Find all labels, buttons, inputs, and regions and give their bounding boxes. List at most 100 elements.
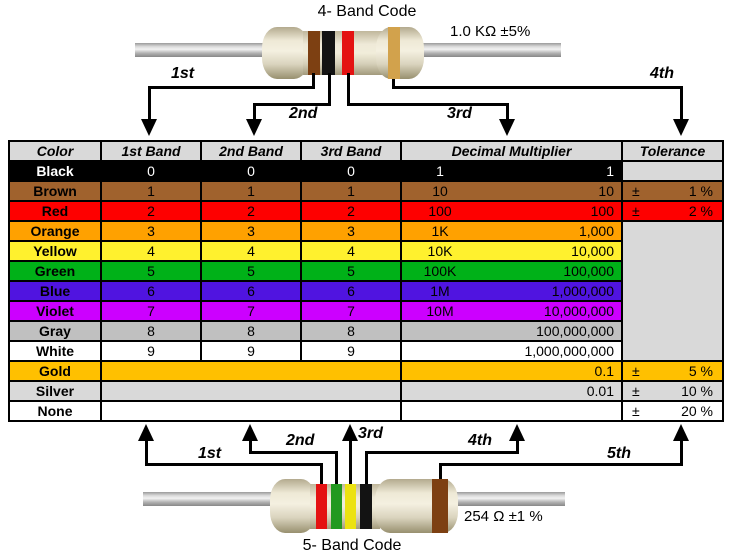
arrow-line — [680, 86, 683, 122]
table-row-none: None ±20 % — [8, 400, 724, 422]
color-name: Gray — [8, 320, 102, 342]
resistor-body-left-cap — [270, 479, 316, 533]
color-name: Blue — [8, 280, 102, 302]
tolerance-value: 20 % — [681, 403, 713, 419]
fourth-band-pointer-label: 4th — [468, 432, 492, 449]
multiplier-value: 10 — [598, 183, 614, 199]
arrow-line — [335, 451, 338, 488]
resistor-lead-right — [421, 43, 561, 57]
multiplier-cell: 100K 100,000 — [400, 260, 623, 282]
first-band-pointer-label: 1st — [171, 65, 195, 82]
multiplier-shorthand: 10K — [427, 243, 453, 259]
band2-digit: 8 — [200, 320, 302, 342]
multiplier-cell: 10M 10,000,000 — [400, 300, 623, 322]
arrow-line — [249, 451, 338, 454]
arrow-line — [392, 86, 683, 89]
multiplier-value: 100,000 — [563, 263, 614, 279]
multiplier-shorthand: 1 — [436, 163, 444, 179]
band2-digit: 2 — [200, 200, 302, 222]
band1-digit: 3 — [100, 220, 202, 242]
four-band-code-title: 4- Band Code — [317, 3, 417, 20]
table-row-gray: Gray 8 8 8 100,000,000 — [8, 320, 723, 342]
band3-digit: 4 — [300, 240, 402, 262]
arrowhead-up-icon — [342, 424, 358, 441]
band2-digit: 1 — [200, 180, 302, 202]
plus-minus-sign: ± — [632, 403, 640, 419]
fifth-band-brown — [432, 479, 448, 533]
arrow-line — [148, 86, 315, 89]
color-name: Green — [8, 260, 102, 282]
band1-digit: 2 — [100, 200, 202, 222]
header-1st-band: 1st Band — [100, 140, 202, 162]
arrow-line — [516, 438, 519, 454]
arrow-line — [347, 73, 350, 106]
band1-digit: 5 — [100, 260, 202, 282]
arrow-line — [148, 86, 151, 122]
arrow-line — [365, 451, 519, 454]
band2-digit: 4 — [200, 240, 302, 262]
band1-digit: 1 — [100, 180, 202, 202]
arrowhead-up-icon — [509, 424, 525, 441]
arrow-line — [506, 103, 509, 122]
arrow-line — [312, 73, 315, 89]
resistor-body-right-cap — [376, 27, 424, 79]
arrow-line — [680, 438, 683, 466]
band2-digit: 3 — [200, 220, 302, 242]
second-band-pointer-label: 2nd — [289, 105, 318, 122]
color-code-table: Color 1st Band 2nd Band 3rd Band Decimal… — [8, 140, 724, 422]
tolerance-value: 2 % — [688, 203, 713, 219]
band3-digit: 5 — [300, 260, 402, 282]
table-row-white: White 9 9 9 1,000,000,000 — [8, 340, 723, 362]
color-name: Yellow — [8, 240, 102, 262]
multiplier-shorthand: 1M — [430, 283, 450, 299]
band3-digit: 9 — [300, 340, 402, 362]
band2-digit: 6 — [200, 280, 302, 302]
multiplier-shorthand: 1K — [431, 223, 449, 239]
band3-digit: 8 — [300, 320, 402, 342]
table-row-green: Green 5 5 5 100K 100,000 — [8, 260, 723, 282]
multiplier-value: 1,000,000 — [551, 283, 614, 299]
band3-digit: 7 — [300, 300, 402, 322]
multiplier-cell: 0.1 — [400, 360, 623, 382]
tolerance-cell: ±20 % — [621, 400, 724, 422]
tolerance-value: 10 % — [681, 383, 713, 399]
table-row-blue: Blue 6 6 6 1M 1,000,000 — [8, 280, 723, 302]
header-2nd-band: 2nd Band — [200, 140, 302, 162]
plus-minus-sign: ± — [632, 383, 640, 399]
tolerance-empty-cell — [621, 220, 724, 362]
merged-band-cell — [100, 360, 402, 382]
arrow-line — [349, 438, 352, 488]
tolerance-value: 5 % — [688, 363, 713, 379]
multiplier-shorthand: 10M — [426, 303, 454, 319]
tolerance-cell: ±2 % — [621, 200, 724, 222]
band1-digit: 8 — [100, 320, 202, 342]
first-band-red — [316, 484, 327, 529]
arrow-line — [145, 438, 148, 466]
third-band-pointer-label: 3rd — [447, 105, 472, 122]
third-band-yellow — [345, 484, 356, 529]
plus-minus-sign: ± — [632, 203, 640, 219]
tolerance-cell: ±10 % — [621, 380, 724, 402]
arrow-line — [439, 463, 683, 466]
multiplier-value: 0.1 — [594, 363, 614, 379]
multiplier-cell: 1,000,000,000 — [400, 340, 623, 362]
table-row-yellow: Yellow 4 4 4 10K 10,000 — [8, 240, 723, 262]
tolerance-cell: ±1 % — [621, 180, 724, 202]
color-name: None — [8, 400, 102, 422]
band2-digit: 7 — [200, 300, 302, 322]
table-header-row: Color 1st Band 2nd Band 3rd Band Decimal… — [8, 140, 724, 162]
tolerance-cell — [621, 160, 724, 182]
band1-digit: 9 — [100, 340, 202, 362]
multiplier-cell: 100 100 — [400, 200, 623, 222]
arrow-line — [392, 79, 395, 89]
arrowhead-down-icon — [246, 119, 262, 136]
fourth-band-gold — [388, 27, 400, 79]
arrow-line — [328, 73, 331, 106]
multiplier-shorthand: 100K — [423, 263, 457, 279]
band3-digit: 2 — [300, 200, 402, 222]
plus-minus-sign: ± — [632, 183, 640, 199]
tolerance-cell: ±5 % — [621, 360, 724, 382]
resistor-lead-left — [143, 492, 272, 506]
color-name: Silver — [8, 380, 102, 402]
